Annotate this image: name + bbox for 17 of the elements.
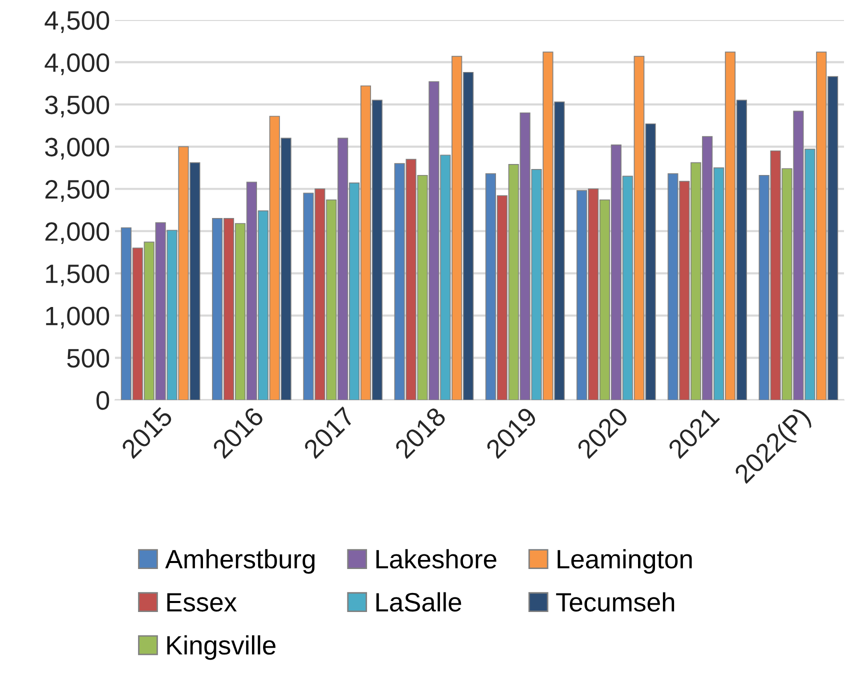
legend-label: Essex <box>167 593 237 612</box>
y-tick-label: 0 <box>96 391 110 410</box>
legend-label: LaSalle <box>376 592 462 612</box>
y-tick-label: 2,500 <box>45 180 110 202</box>
legend-label: Kingsville <box>167 635 276 660</box>
y-tick-label: 1,000 <box>46 306 110 328</box>
y-tick-label: 2,000 <box>45 222 110 244</box>
legend-label: Amherstburg <box>165 549 315 574</box>
legend-label: Lakeshore <box>376 549 496 569</box>
y-tick-label: 1,500 <box>46 264 110 286</box>
y-tick-label: 4,500 <box>44 11 110 33</box>
y-tick-label: 500 <box>67 348 110 368</box>
y-tick-label: 3,000 <box>45 138 110 160</box>
y-tick-label: 4,000 <box>44 53 110 76</box>
legend-label: Tecumseh <box>556 592 674 612</box>
legend-label: Leamington <box>558 549 692 574</box>
y-tick-label: 3,500 <box>45 96 110 118</box>
